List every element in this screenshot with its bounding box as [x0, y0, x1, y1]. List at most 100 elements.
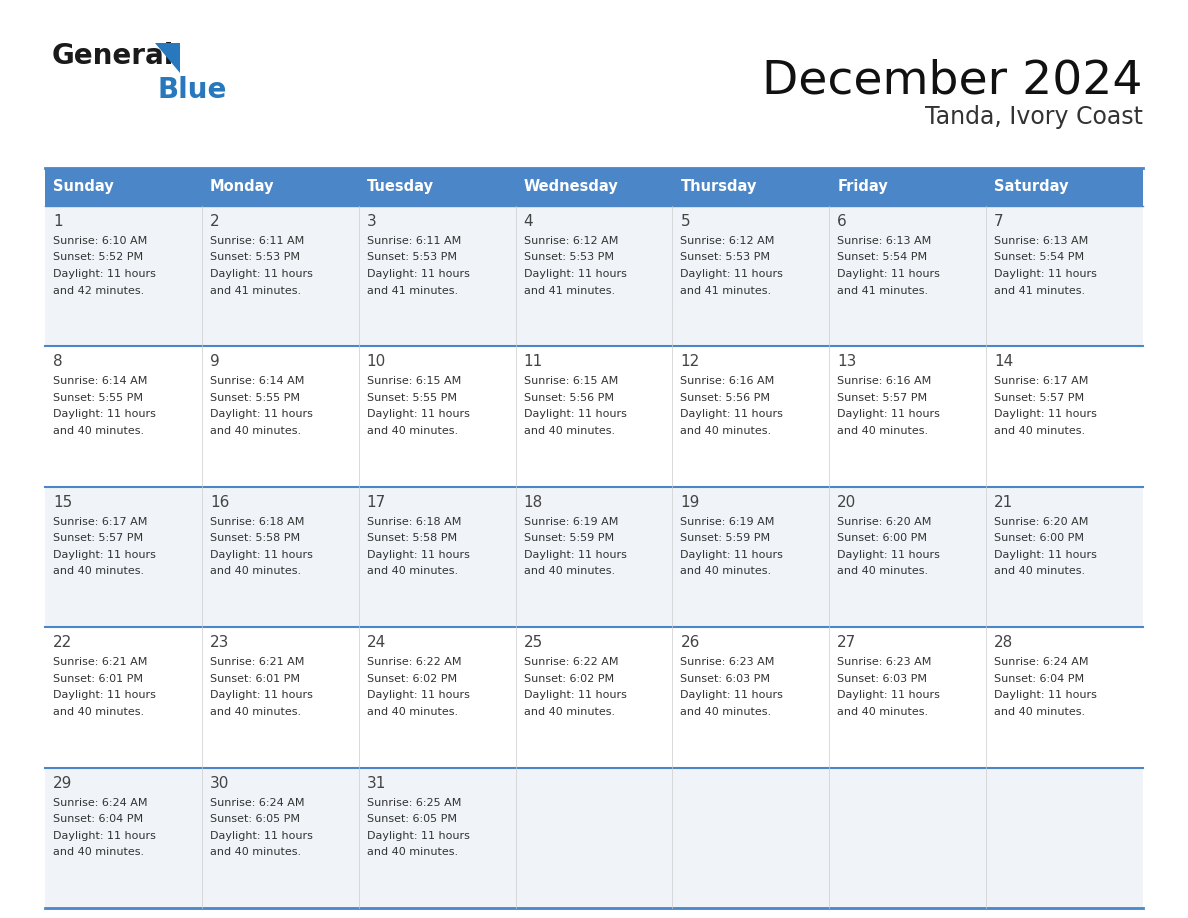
- Text: Sunrise: 6:24 AM: Sunrise: 6:24 AM: [210, 798, 304, 808]
- Text: and 40 minutes.: and 40 minutes.: [838, 566, 928, 577]
- Text: Sunset: 5:53 PM: Sunset: 5:53 PM: [210, 252, 299, 263]
- Text: Sunrise: 6:23 AM: Sunrise: 6:23 AM: [681, 657, 775, 667]
- Bar: [45, 627, 1143, 767]
- Text: Sunset: 5:58 PM: Sunset: 5:58 PM: [210, 533, 301, 543]
- Text: Daylight: 11 hours: Daylight: 11 hours: [210, 831, 312, 841]
- Text: Sunset: 5:52 PM: Sunset: 5:52 PM: [53, 252, 143, 263]
- Text: Sunset: 6:05 PM: Sunset: 6:05 PM: [210, 814, 299, 824]
- Text: Tuesday: Tuesday: [367, 180, 434, 195]
- Text: Sunrise: 6:17 AM: Sunrise: 6:17 AM: [994, 376, 1088, 386]
- Text: Daylight: 11 hours: Daylight: 11 hours: [524, 269, 626, 279]
- Text: Daylight: 11 hours: Daylight: 11 hours: [994, 409, 1097, 420]
- Text: 3: 3: [367, 214, 377, 229]
- Text: Sunday: Sunday: [53, 180, 114, 195]
- Text: and 40 minutes.: and 40 minutes.: [524, 426, 614, 436]
- Bar: [986, 168, 1143, 206]
- Text: Sunset: 6:02 PM: Sunset: 6:02 PM: [367, 674, 457, 684]
- Text: Thursday: Thursday: [681, 180, 757, 195]
- Text: Sunrise: 6:13 AM: Sunrise: 6:13 AM: [838, 236, 931, 246]
- Text: and 40 minutes.: and 40 minutes.: [367, 847, 457, 857]
- Text: and 41 minutes.: and 41 minutes.: [994, 285, 1086, 296]
- Text: Daylight: 11 hours: Daylight: 11 hours: [53, 409, 156, 420]
- Text: Sunrise: 6:24 AM: Sunrise: 6:24 AM: [53, 798, 147, 808]
- Text: Sunrise: 6:18 AM: Sunrise: 6:18 AM: [367, 517, 461, 527]
- Text: Daylight: 11 hours: Daylight: 11 hours: [53, 550, 156, 560]
- Text: Sunrise: 6:25 AM: Sunrise: 6:25 AM: [367, 798, 461, 808]
- Text: and 40 minutes.: and 40 minutes.: [681, 566, 771, 577]
- Text: Friday: Friday: [838, 180, 889, 195]
- Text: and 40 minutes.: and 40 minutes.: [367, 426, 457, 436]
- Text: 26: 26: [681, 635, 700, 650]
- Bar: [202, 168, 359, 206]
- Text: Sunrise: 6:16 AM: Sunrise: 6:16 AM: [681, 376, 775, 386]
- Text: Sunrise: 6:23 AM: Sunrise: 6:23 AM: [838, 657, 931, 667]
- Text: Sunrise: 6:12 AM: Sunrise: 6:12 AM: [681, 236, 775, 246]
- Text: 25: 25: [524, 635, 543, 650]
- Text: Sunrise: 6:20 AM: Sunrise: 6:20 AM: [838, 517, 931, 527]
- Text: and 40 minutes.: and 40 minutes.: [53, 847, 144, 857]
- Text: 13: 13: [838, 354, 857, 369]
- Text: Sunset: 5:55 PM: Sunset: 5:55 PM: [53, 393, 143, 403]
- Text: Sunset: 6:00 PM: Sunset: 6:00 PM: [838, 533, 928, 543]
- Text: Daylight: 11 hours: Daylight: 11 hours: [210, 409, 312, 420]
- Text: 11: 11: [524, 354, 543, 369]
- Text: Daylight: 11 hours: Daylight: 11 hours: [994, 550, 1097, 560]
- Text: 14: 14: [994, 354, 1013, 369]
- Text: Sunset: 5:56 PM: Sunset: 5:56 PM: [681, 393, 771, 403]
- Text: Daylight: 11 hours: Daylight: 11 hours: [681, 690, 783, 700]
- Polygon shape: [154, 43, 181, 73]
- Text: Sunset: 5:59 PM: Sunset: 5:59 PM: [524, 533, 614, 543]
- Text: Sunrise: 6:19 AM: Sunrise: 6:19 AM: [681, 517, 775, 527]
- Text: Sunset: 5:54 PM: Sunset: 5:54 PM: [838, 252, 928, 263]
- Text: Sunrise: 6:10 AM: Sunrise: 6:10 AM: [53, 236, 147, 246]
- Text: and 40 minutes.: and 40 minutes.: [367, 707, 457, 717]
- Text: and 40 minutes.: and 40 minutes.: [681, 707, 771, 717]
- Bar: [829, 168, 986, 206]
- Text: Sunrise: 6:15 AM: Sunrise: 6:15 AM: [524, 376, 618, 386]
- Bar: [359, 168, 516, 206]
- Text: 21: 21: [994, 495, 1013, 509]
- Text: Daylight: 11 hours: Daylight: 11 hours: [681, 550, 783, 560]
- Text: and 40 minutes.: and 40 minutes.: [53, 566, 144, 577]
- Text: Daylight: 11 hours: Daylight: 11 hours: [210, 550, 312, 560]
- Text: Daylight: 11 hours: Daylight: 11 hours: [367, 831, 469, 841]
- Text: Sunset: 5:59 PM: Sunset: 5:59 PM: [681, 533, 771, 543]
- Text: Daylight: 11 hours: Daylight: 11 hours: [210, 690, 312, 700]
- Text: 5: 5: [681, 214, 690, 229]
- Text: Sunset: 5:55 PM: Sunset: 5:55 PM: [210, 393, 299, 403]
- Text: Daylight: 11 hours: Daylight: 11 hours: [524, 690, 626, 700]
- Text: Sunset: 5:57 PM: Sunset: 5:57 PM: [838, 393, 928, 403]
- Text: 9: 9: [210, 354, 220, 369]
- Text: Daylight: 11 hours: Daylight: 11 hours: [367, 550, 469, 560]
- Text: General: General: [52, 42, 175, 70]
- Text: 23: 23: [210, 635, 229, 650]
- Text: Sunrise: 6:24 AM: Sunrise: 6:24 AM: [994, 657, 1088, 667]
- Text: and 40 minutes.: and 40 minutes.: [210, 566, 301, 577]
- Text: Wednesday: Wednesday: [524, 180, 618, 195]
- Text: Sunrise: 6:17 AM: Sunrise: 6:17 AM: [53, 517, 147, 527]
- Text: 24: 24: [367, 635, 386, 650]
- Text: Sunset: 6:03 PM: Sunset: 6:03 PM: [681, 674, 771, 684]
- Text: Daylight: 11 hours: Daylight: 11 hours: [994, 269, 1097, 279]
- Text: and 40 minutes.: and 40 minutes.: [838, 426, 928, 436]
- Text: and 41 minutes.: and 41 minutes.: [367, 285, 457, 296]
- Text: Daylight: 11 hours: Daylight: 11 hours: [681, 269, 783, 279]
- Text: Sunrise: 6:13 AM: Sunrise: 6:13 AM: [994, 236, 1088, 246]
- Text: Sunrise: 6:11 AM: Sunrise: 6:11 AM: [367, 236, 461, 246]
- Text: 12: 12: [681, 354, 700, 369]
- Text: Sunset: 6:05 PM: Sunset: 6:05 PM: [367, 814, 456, 824]
- Text: 4: 4: [524, 214, 533, 229]
- Text: and 40 minutes.: and 40 minutes.: [681, 426, 771, 436]
- Text: Sunset: 5:54 PM: Sunset: 5:54 PM: [994, 252, 1085, 263]
- Text: Daylight: 11 hours: Daylight: 11 hours: [838, 550, 940, 560]
- Text: 2: 2: [210, 214, 220, 229]
- Text: Sunset: 5:55 PM: Sunset: 5:55 PM: [367, 393, 456, 403]
- Bar: [45, 168, 202, 206]
- Text: Daylight: 11 hours: Daylight: 11 hours: [524, 409, 626, 420]
- Text: Sunset: 5:53 PM: Sunset: 5:53 PM: [681, 252, 771, 263]
- Text: 7: 7: [994, 214, 1004, 229]
- Text: 28: 28: [994, 635, 1013, 650]
- Text: Sunset: 5:56 PM: Sunset: 5:56 PM: [524, 393, 613, 403]
- Text: Daylight: 11 hours: Daylight: 11 hours: [838, 690, 940, 700]
- Text: Sunrise: 6:22 AM: Sunrise: 6:22 AM: [367, 657, 461, 667]
